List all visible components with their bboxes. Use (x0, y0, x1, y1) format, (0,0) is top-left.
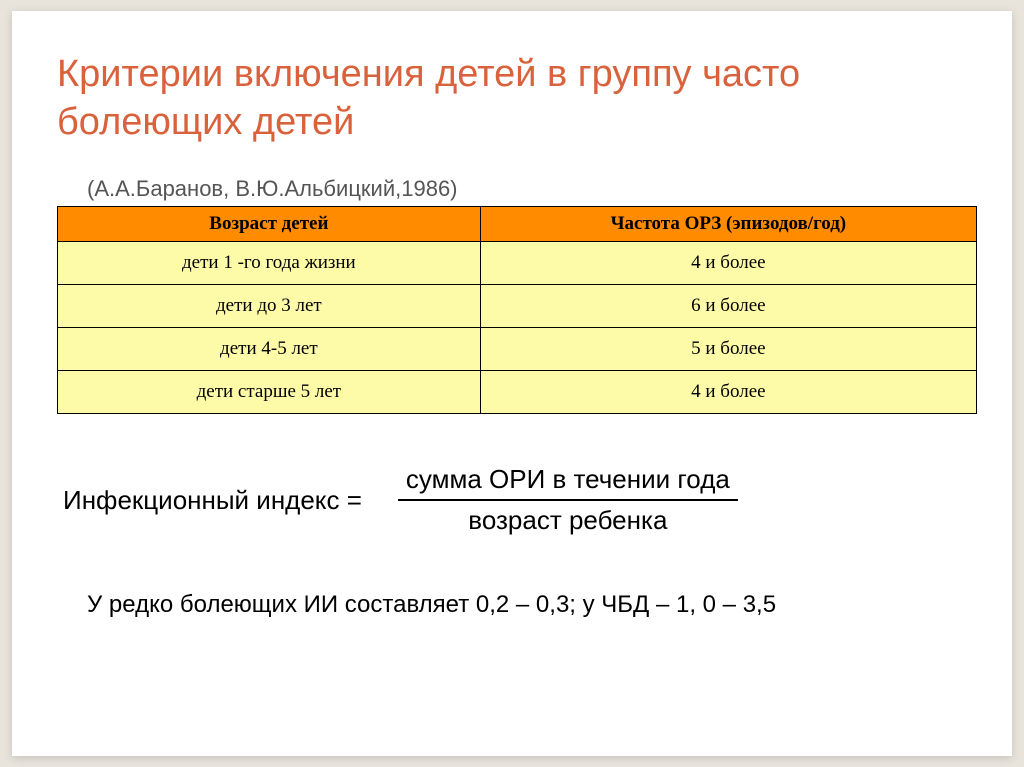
fraction-denominator: возраст ребенка (460, 501, 675, 536)
formula-fraction: сумма ОРИ в течении года возраст ребенка (398, 464, 738, 536)
table-row: дети старше 5 лет 4 и более (58, 371, 977, 414)
table-cell: 4 и более (480, 371, 976, 414)
table-cell: дети 4-5 лет (58, 328, 481, 371)
table-row: дети 4-5 лет 5 и более (58, 328, 977, 371)
table-cell: 4 и более (480, 242, 976, 285)
slide-title: Критерии включения детей в группу часто … (57, 51, 967, 146)
table-header-age: Возраст детей (58, 207, 481, 242)
table-cell: дети 1 -го года жизни (58, 242, 481, 285)
formula-row: Инфекционный индекс = сумма ОРИ в течени… (57, 464, 967, 536)
table-cell: дети до 3 лет (58, 285, 481, 328)
formula-label: Инфекционный индекс = (63, 485, 362, 516)
table-cell: дети старше 5 лет (58, 371, 481, 414)
table-row: дети до 3 лет 6 и более (58, 285, 977, 328)
table-header-freq: Частота ОРЗ (эпизодов/год) (480, 207, 976, 242)
note-text: У редко болеющих ИИ составляет 0,2 – 0,3… (87, 591, 967, 619)
table-row: дети 1 -го года жизни 4 и более (58, 242, 977, 285)
criteria-table: Возраст детей Частота ОРЗ (эпизодов/год)… (57, 206, 977, 414)
citation-text: (А.А.Баранов, В.Ю.Альбицкий,1986) (87, 176, 967, 202)
slide-container: Критерии включения детей в группу часто … (12, 11, 1012, 756)
table-cell: 5 и более (480, 328, 976, 371)
table-cell: 6 и более (480, 285, 976, 328)
fraction-numerator: сумма ОРИ в течении года (398, 464, 738, 499)
